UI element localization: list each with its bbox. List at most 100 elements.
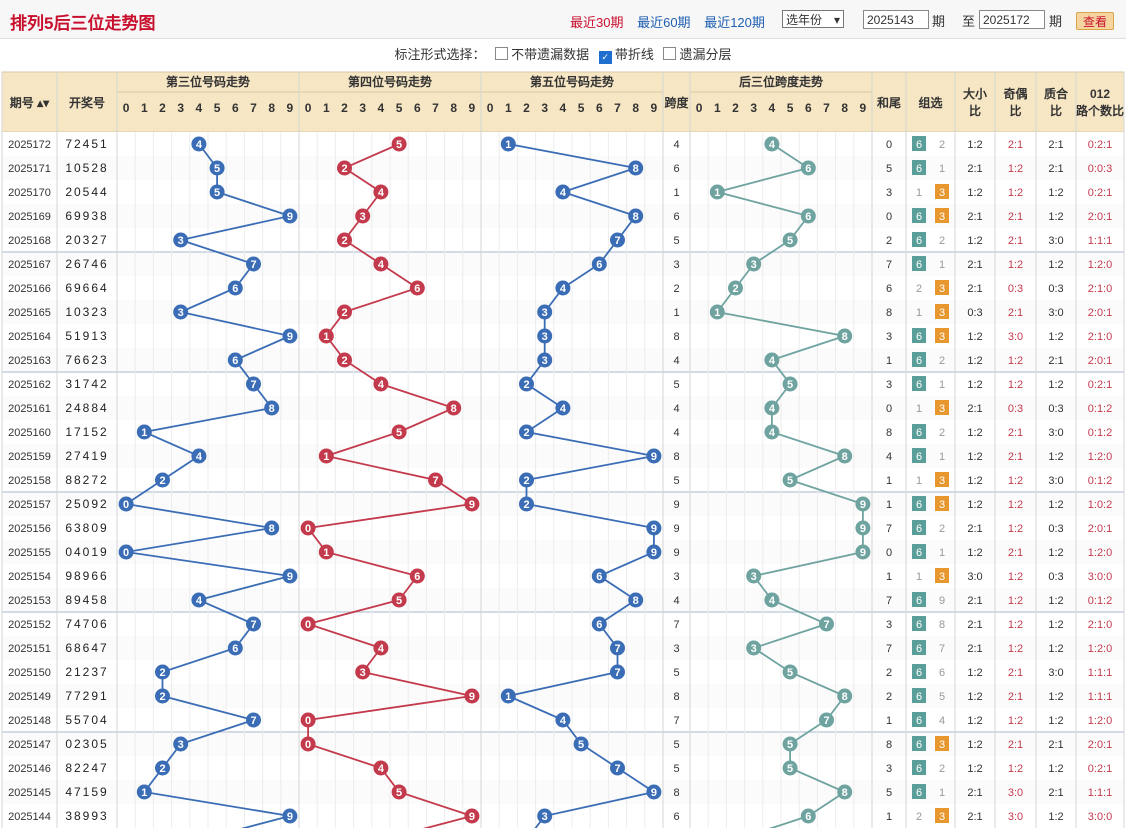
prime-composite-ratio: 3:0 [1048, 475, 1063, 487]
issue-number: 2025148 [8, 715, 51, 727]
option-with-polyline[interactable]: ✓ 带折线 [598, 44, 654, 64]
checkbox-checked-icon[interactable]: ✓ [598, 51, 612, 64]
group6-text: 1 [916, 187, 922, 199]
group6-text: 6 [916, 355, 922, 367]
span-value: 8 [673, 691, 679, 703]
pos3-trend-ball [227, 640, 243, 656]
digit-header: 8 [632, 101, 639, 115]
sum-tail-value: 5 [886, 163, 892, 175]
span-value: 3 [673, 259, 679, 271]
route012-ratio: 1:0:2 [1088, 499, 1112, 511]
span-value: 4 [673, 139, 679, 151]
span-trend-ball [819, 616, 834, 632]
pos5-trend-ball-number: 6 [596, 571, 602, 583]
pos4-trend-ball-number: 1 [323, 331, 329, 343]
checkbox-icon[interactable] [495, 47, 509, 60]
option-omission-layer[interactable]: 遗漏分层 [663, 44, 731, 63]
pos3-trend-line [123, 143, 294, 828]
pos4-trend-ball [300, 712, 316, 728]
span-trend-ball-number: 4 [769, 595, 776, 607]
group6-badge [912, 664, 926, 679]
period-60-link[interactable]: 最近60期 [637, 15, 691, 30]
span-trend-ball-number: 8 [842, 331, 848, 343]
digit-header: 2 [159, 101, 166, 115]
table-row [2, 540, 1124, 564]
pos3-trend-ball-number: 7 [250, 259, 256, 271]
pos4-trend-ball [373, 184, 389, 200]
big-small-ratio: 2:1 [967, 259, 982, 271]
pos3-trend-ball [227, 352, 243, 368]
span-trend-ball [800, 208, 816, 224]
table-row [2, 564, 1124, 588]
big-small-ratio: 1:2 [967, 355, 982, 367]
big-small-ratio: 2:1 [967, 283, 982, 295]
pos5-trend-ball [591, 568, 607, 584]
from-issue-input[interactable]: 2025143 [863, 10, 929, 29]
group3-text: 9 [939, 595, 945, 607]
pos4-trend-ball [300, 520, 316, 536]
digit-header: 6 [232, 101, 239, 115]
sum-tail-value: 8 [886, 307, 892, 319]
span-trend-ball [837, 784, 853, 800]
odd-even-ratio: 2:1 [1008, 235, 1023, 247]
pos4-trend-ball [318, 448, 334, 464]
prime-composite-ratio: 1:2 [1048, 715, 1063, 727]
issue-number: 2025146 [8, 763, 51, 775]
group6-badge [912, 160, 926, 175]
group3-text: 6 [939, 667, 945, 679]
prime-composite-ratio: 0:3 [1048, 403, 1063, 415]
digit-header: 9 [287, 101, 294, 115]
route012-ratio: 1:2:0 [1088, 259, 1112, 271]
group6-text: 6 [916, 595, 922, 607]
route012-ratio: 2:1:0 [1088, 283, 1112, 295]
pos4-trend-ball [373, 760, 389, 776]
pos5-trend-ball [646, 520, 662, 536]
pos3-trend-ball-number: 4 [196, 595, 203, 607]
pos3-trend-ball-number: 9 [287, 571, 293, 583]
sum-tail-value: 8 [886, 739, 892, 751]
issue-number: 2025152 [8, 619, 51, 631]
pos5-trend-ball [646, 448, 662, 464]
big-small-ratio: 2:1 [967, 643, 982, 655]
digit-header: 8 [268, 101, 275, 115]
issue-number: 2025157 [8, 499, 51, 511]
group3-text: 3 [939, 811, 945, 823]
odd-even-ratio: 2:1 [1008, 427, 1023, 439]
checkbox-icon[interactable] [663, 47, 677, 60]
pos4-trend-ball-number: 7 [432, 475, 438, 487]
year-select[interactable]: 选年份 [782, 10, 844, 29]
option-no-omission[interactable]: 不带遗漏数据 [495, 44, 589, 63]
prime-composite-ratio: 1:2 [1048, 595, 1063, 607]
odd-even-ratio: 1:2 [1008, 571, 1023, 583]
pos3-trend-ball-number: 9 [287, 211, 293, 223]
span-trend-ball-number: 9 [860, 499, 866, 511]
query-button[interactable]: 查看 [1076, 12, 1114, 30]
span-value: 4 [673, 595, 679, 607]
route012-ratio: 1:2:0 [1088, 451, 1112, 463]
pos5-trend-ball-number: 9 [651, 547, 657, 559]
period-120-link[interactable]: 最近120期 [704, 15, 765, 30]
period-30-link[interactable]: 最近30期 [570, 15, 624, 30]
pos5-trend-ball-number: 8 [633, 595, 639, 607]
group6-badge [912, 688, 926, 703]
odd-even-ratio: 1:2 [1008, 355, 1023, 367]
span-trend-ball [764, 592, 780, 608]
span-trend-ball [764, 400, 780, 416]
digit-header: 5 [578, 101, 585, 115]
to-issue-input[interactable]: 2025172 [979, 10, 1045, 29]
option-label: 不带遗漏数据 [511, 47, 590, 62]
sum-tail-value: 1 [886, 355, 892, 367]
span-trend-ball-number: 9 [860, 523, 866, 535]
pos5-trend-ball-number: 5 [578, 739, 584, 751]
span-trend-ball-number: 6 [805, 811, 811, 823]
digit-header: 3 [541, 101, 548, 115]
group5-header: 第五位号码走势 [530, 74, 614, 89]
big-small-ratio: 1:2 [967, 475, 982, 487]
draw-number: 24884 [65, 401, 108, 415]
odd-even-ratio: 1:2 [1008, 595, 1023, 607]
group3-text: 7 [939, 643, 945, 655]
odd-even-ratio: 2:1 [1008, 307, 1023, 319]
prime-composite-ratio: 0:3 [1048, 283, 1063, 295]
sum-tail-value: 4 [886, 451, 892, 463]
odd-even-ratio: 2:1 [1008, 139, 1023, 151]
